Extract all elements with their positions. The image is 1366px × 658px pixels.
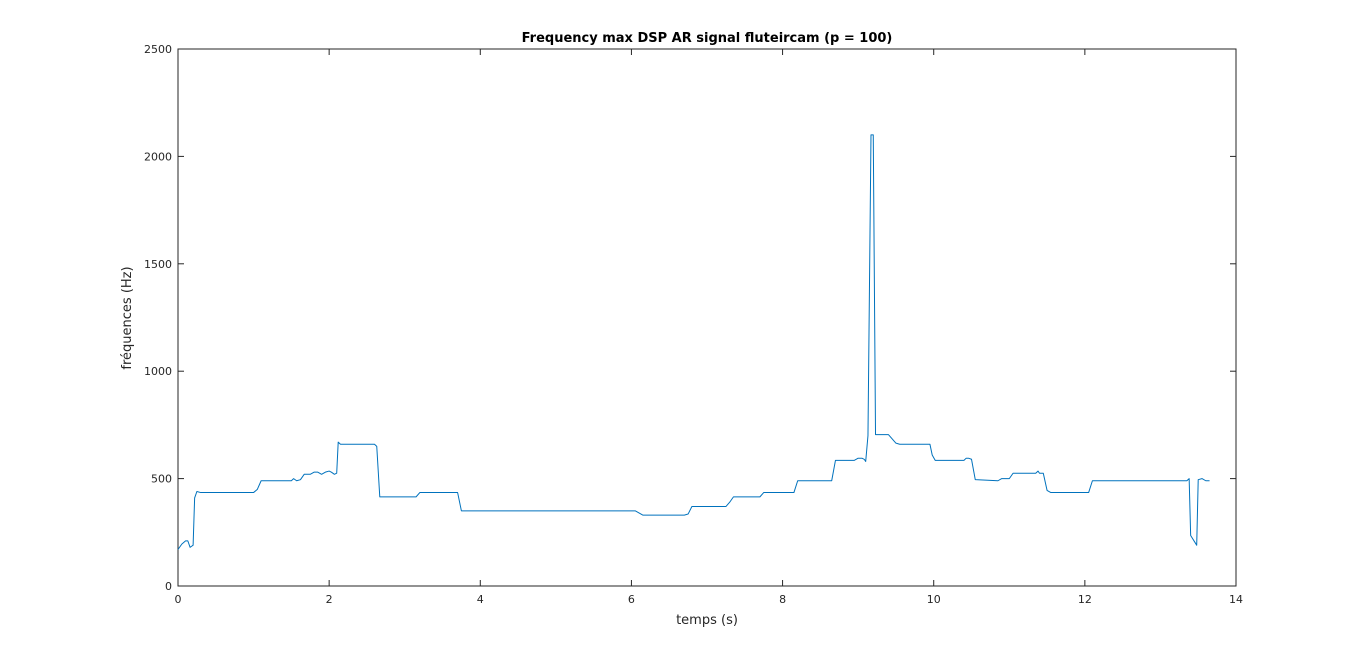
axis-ticks (177, 48, 1237, 587)
x-tick-label: 2 (326, 593, 333, 606)
y-tick-label: 500 (151, 473, 172, 486)
series-group (177, 134, 1210, 550)
chart-title: Frequency max DSP AR signal fluteircam (… (522, 31, 893, 46)
x-tick-label: 14 (1229, 593, 1243, 606)
y-tick-label: 1500 (144, 258, 172, 271)
y-axis-label: fréquences (Hz) (120, 266, 135, 369)
x-tick-label: 4 (477, 593, 484, 606)
x-tick-label: 8 (779, 593, 786, 606)
x-tick-label: 12 (1078, 593, 1092, 606)
x-axis-label: temps (s) (676, 613, 738, 628)
plot-frame (177, 48, 1237, 587)
series-line (177, 134, 1210, 550)
x-tick-label: 6 (628, 593, 635, 606)
x-tick-label: 10 (927, 593, 941, 606)
y-tick-label: 0 (165, 580, 172, 593)
x-tick-label: 0 (175, 593, 182, 606)
y-tick-label: 2000 (144, 150, 172, 163)
tick-labels: 0 2 4 6 8 10 12 14 0 500 1000 1500 2000 2500 (144, 43, 1243, 606)
y-tick-label: 2500 (144, 43, 172, 56)
y-tick-label: 1000 (144, 365, 172, 378)
